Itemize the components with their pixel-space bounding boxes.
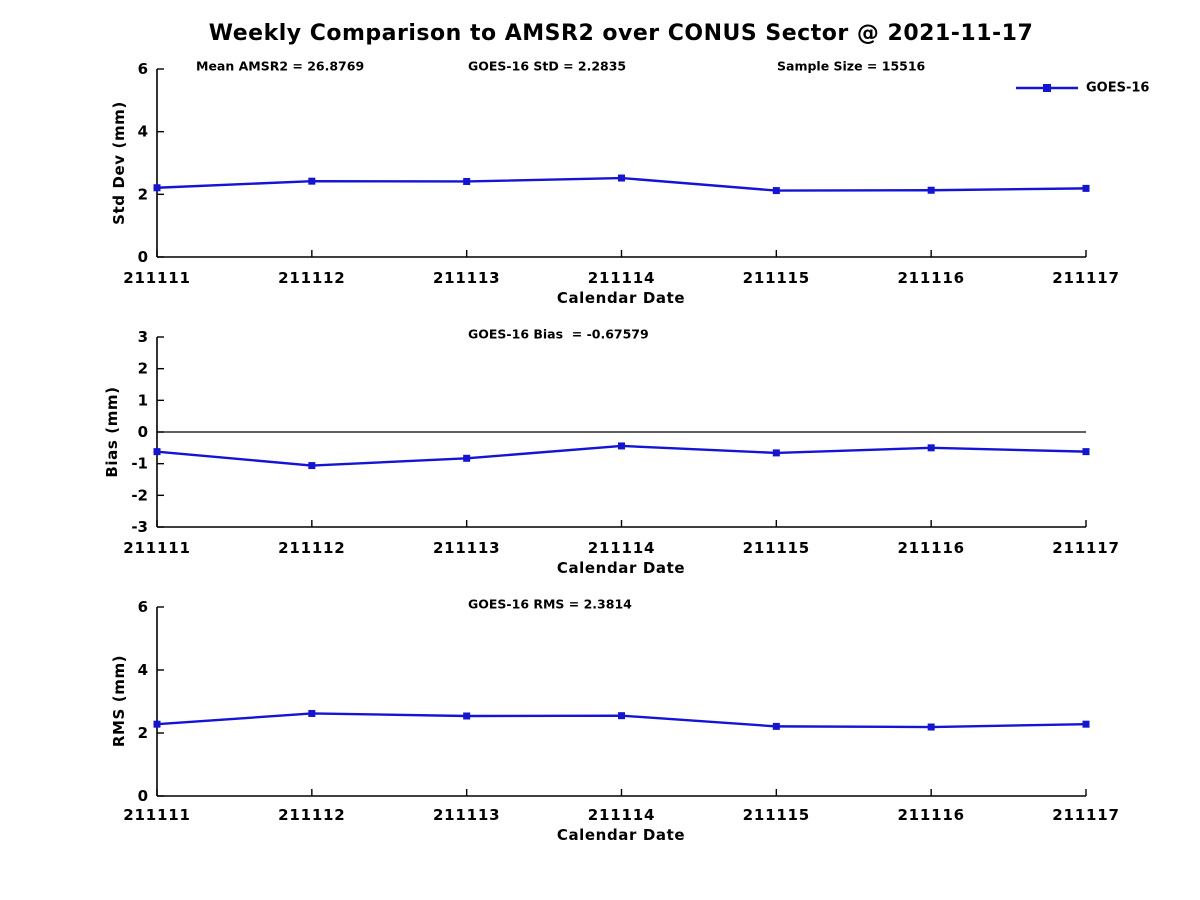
data-point-marker <box>927 723 935 731</box>
data-point-marker <box>1082 184 1090 192</box>
y-axis-label-stddev: Std Dev (mm) <box>110 101 128 225</box>
x-tick-label: 211112 <box>278 269 345 287</box>
rms-annotation: GOES-16 RMS = 2.3814 <box>468 596 632 612</box>
data-point-marker <box>1082 720 1090 728</box>
y-axis-label-bias: Bias (mm) <box>103 386 121 478</box>
data-point-marker <box>618 442 625 450</box>
x-tick-label: 211111 <box>123 539 190 557</box>
data-point-marker <box>308 709 316 717</box>
y-tick-label: 4 <box>138 661 148 679</box>
y-tick-label: 2 <box>138 724 148 742</box>
x-tick-label: 211117 <box>1052 539 1119 557</box>
y-tick-label: 0 <box>138 248 148 266</box>
x-tick-label: 211115 <box>743 269 810 287</box>
data-point-marker <box>463 454 471 462</box>
x-tick-label: 211114 <box>588 806 655 824</box>
y-tick-label: -2 <box>131 486 148 504</box>
x-tick-label: 211111 <box>123 806 190 824</box>
y-tick-label: -3 <box>131 518 148 536</box>
data-point-marker <box>308 177 316 185</box>
x-tick-label: 211114 <box>588 539 655 557</box>
y-tick-label: 3 <box>138 328 148 346</box>
x-tick-label: 211111 <box>123 269 190 287</box>
data-point-marker <box>463 712 471 720</box>
stat-mean-amsr2: Mean AMSR2 = 26.8769 <box>196 58 365 74</box>
x-tick-label: 211114 <box>588 269 655 287</box>
legend-label: GOES-16 <box>1086 80 1150 96</box>
x-tick-label: 211116 <box>897 806 964 824</box>
x-tick-label: 211117 <box>1052 269 1119 287</box>
x-tick-label: 211113 <box>433 539 500 557</box>
x-tick-label: 211112 <box>278 806 345 824</box>
y-tick-label: 6 <box>138 598 148 616</box>
x-tick-label: 211115 <box>743 539 810 557</box>
data-point-marker <box>927 186 935 194</box>
x-axis-label-rms: Calendar Date <box>556 826 686 844</box>
bias-annotation: GOES-16 Bias = -0.67579 <box>468 326 649 342</box>
y-tick-label: 4 <box>138 123 148 141</box>
y-tick-label: 0 <box>138 787 148 805</box>
stat-sample-size: Sample Size = 15516 <box>777 58 926 74</box>
x-tick-label: 211116 <box>897 539 964 557</box>
x-tick-label: 211113 <box>433 806 500 824</box>
data-point-marker <box>618 712 625 720</box>
data-point-marker <box>463 177 471 185</box>
data-point-marker <box>153 184 161 192</box>
data-point-marker <box>927 444 935 452</box>
data-point-marker <box>772 187 780 195</box>
x-tick-label: 211113 <box>433 269 500 287</box>
y-axis-label-rms: RMS (mm) <box>110 654 128 748</box>
y-tick-label: 1 <box>138 391 148 409</box>
x-tick-label: 211117 <box>1052 806 1119 824</box>
y-tick-label: 2 <box>138 185 148 203</box>
data-point-marker <box>153 448 161 456</box>
data-point-marker <box>308 462 316 470</box>
x-tick-label: 211112 <box>278 539 345 557</box>
data-point-marker <box>153 720 161 728</box>
data-point-marker <box>772 722 780 730</box>
y-tick-label: 6 <box>138 60 148 78</box>
y-tick-label: -1 <box>131 455 148 473</box>
stat-goes16-std: GOES-16 StD = 2.2835 <box>468 58 627 74</box>
x-tick-label: 211115 <box>743 806 810 824</box>
data-point-marker <box>1082 448 1090 456</box>
data-point-marker <box>618 174 625 182</box>
y-tick-label: 2 <box>138 360 148 378</box>
legend-marker-goes16 <box>1043 84 1051 92</box>
x-axis-label-bias: Calendar Date <box>556 559 686 577</box>
x-tick-label: 211116 <box>897 269 964 287</box>
figure-title: Weekly Comparison to AMSR2 over CONUS Se… <box>208 21 1034 46</box>
y-tick-label: 0 <box>138 423 148 441</box>
data-point-marker <box>772 449 780 457</box>
x-axis-label-stddev: Calendar Date <box>556 289 686 307</box>
